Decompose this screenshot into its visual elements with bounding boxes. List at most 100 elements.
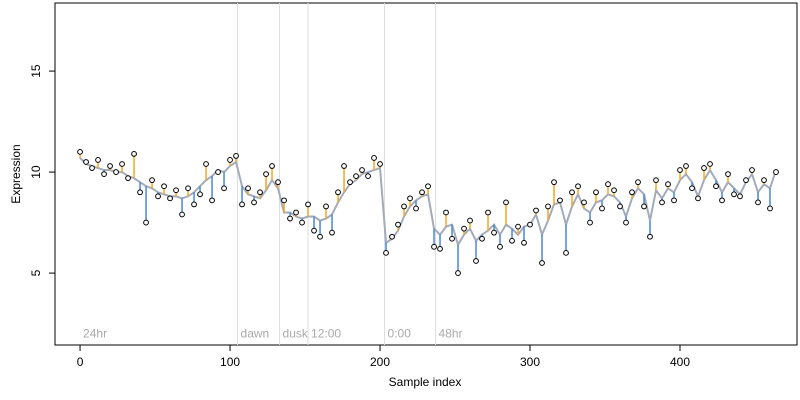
point: [317, 233, 323, 240]
point: [623, 219, 629, 226]
annotation-label: 24hr: [83, 327, 107, 341]
point: [221, 185, 227, 192]
y-axis-label: Expression: [9, 144, 23, 203]
point: [539, 260, 545, 266]
point: [725, 171, 731, 178]
point: [191, 201, 197, 208]
point: [767, 205, 773, 212]
point: [581, 199, 587, 206]
point: [287, 215, 293, 222]
point: [401, 203, 407, 210]
point: [227, 157, 233, 163]
point: [707, 161, 713, 167]
point: [323, 203, 329, 210]
point: [653, 177, 659, 184]
point: [215, 169, 221, 175]
point: [647, 233, 653, 240]
point: [593, 189, 599, 196]
point: [335, 189, 341, 196]
point: [329, 229, 335, 236]
point: [101, 171, 107, 178]
point: [341, 163, 347, 169]
point: [611, 187, 617, 194]
point: [761, 177, 767, 184]
point: [713, 183, 719, 190]
point: [269, 163, 275, 169]
x-tick-label: 0: [77, 355, 84, 369]
point: [527, 221, 533, 228]
point: [473, 258, 479, 264]
point: [599, 205, 605, 212]
point: [299, 219, 305, 226]
point: [203, 161, 209, 167]
point: [77, 148, 83, 155]
point: [683, 163, 689, 169]
point: [641, 203, 647, 210]
point: [569, 189, 575, 196]
point: [371, 155, 377, 161]
point: [149, 177, 155, 184]
point: [587, 219, 593, 226]
y-tick-label: 15: [29, 64, 43, 78]
point: [233, 153, 239, 159]
point: [347, 179, 353, 186]
point: [83, 159, 89, 165]
point: [497, 243, 503, 250]
point: [509, 237, 515, 244]
point: [239, 201, 245, 208]
point: [695, 195, 701, 202]
point: [179, 211, 185, 218]
plot-frame: [54, 2, 798, 346]
point: [503, 199, 509, 206]
x-tick-label: 300: [520, 355, 540, 369]
point: [185, 185, 191, 192]
point: [113, 169, 119, 175]
point: [275, 179, 281, 186]
point: [455, 270, 461, 276]
point: [479, 235, 485, 242]
point: [137, 189, 143, 196]
point: [563, 249, 569, 256]
point: [551, 179, 557, 186]
annotation-label: dusk: [283, 327, 309, 341]
point: [377, 161, 383, 167]
point: [719, 197, 725, 204]
point: [407, 195, 413, 202]
point: [659, 199, 665, 206]
point: [365, 173, 371, 180]
point: [461, 225, 467, 232]
point: [467, 217, 473, 224]
point: [89, 165, 95, 171]
point: [389, 233, 395, 240]
y-tick-label: 10: [29, 165, 43, 179]
x-tick-label: 200: [370, 355, 390, 369]
point: [161, 183, 167, 190]
point: [557, 197, 563, 204]
point: [737, 193, 743, 200]
point: [293, 209, 299, 216]
point: [605, 181, 611, 188]
point: [107, 163, 113, 169]
point: [545, 203, 551, 210]
annotation-label: dawn: [241, 327, 270, 341]
annotation-label: 0:00: [388, 327, 412, 341]
point: [251, 199, 257, 206]
point: [617, 203, 623, 210]
point: [521, 239, 527, 246]
point: [197, 191, 203, 198]
point: [155, 193, 161, 200]
point: [485, 209, 491, 216]
point: [677, 167, 683, 173]
point: [95, 157, 101, 163]
point: [491, 229, 497, 236]
annotation-label: 12:00: [311, 327, 341, 341]
point: [305, 201, 311, 208]
point: [125, 175, 131, 182]
point: [431, 243, 437, 250]
x-axis-label: Sample index: [389, 375, 462, 389]
point: [449, 235, 455, 242]
x-tick-label: 100: [220, 355, 240, 369]
point: [425, 183, 431, 190]
point: [263, 171, 269, 178]
